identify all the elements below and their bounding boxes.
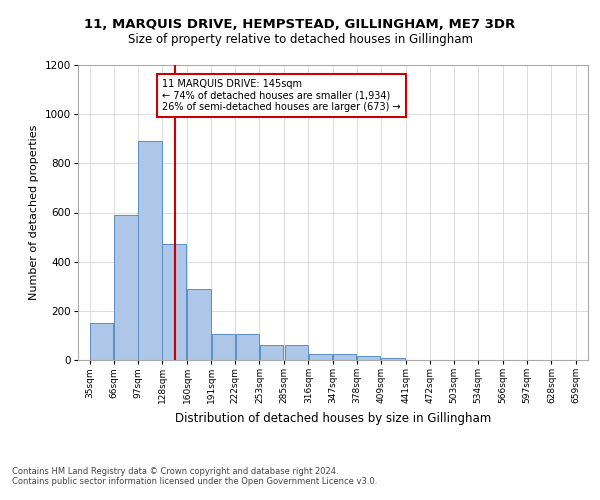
Text: 11, MARQUIS DRIVE, HEMPSTEAD, GILLINGHAM, ME7 3DR: 11, MARQUIS DRIVE, HEMPSTEAD, GILLINGHAM…	[85, 18, 515, 30]
Bar	[90, 323, 113, 360]
X-axis label: Distribution of detached houses by size in Gillingham: Distribution of detached houses by size …	[175, 412, 491, 424]
Bar	[357, 356, 380, 360]
Bar	[260, 345, 283, 360]
Text: Size of property relative to detached houses in Gillingham: Size of property relative to detached ho…	[128, 32, 473, 46]
Bar	[285, 345, 308, 360]
Bar	[236, 334, 259, 360]
Bar	[139, 141, 162, 360]
Text: Contains public sector information licensed under the Open Government Licence v3: Contains public sector information licen…	[12, 478, 377, 486]
Y-axis label: Number of detached properties: Number of detached properties	[29, 125, 39, 300]
Bar	[212, 334, 235, 360]
Bar	[187, 288, 211, 360]
Bar	[333, 354, 356, 360]
Bar	[381, 358, 404, 360]
Bar	[114, 215, 137, 360]
Text: 11 MARQUIS DRIVE: 145sqm
← 74% of detached houses are smaller (1,934)
26% of sem: 11 MARQUIS DRIVE: 145sqm ← 74% of detach…	[162, 78, 401, 112]
Bar	[309, 354, 332, 360]
Text: Contains HM Land Registry data © Crown copyright and database right 2024.: Contains HM Land Registry data © Crown c…	[12, 468, 338, 476]
Bar	[163, 244, 186, 360]
